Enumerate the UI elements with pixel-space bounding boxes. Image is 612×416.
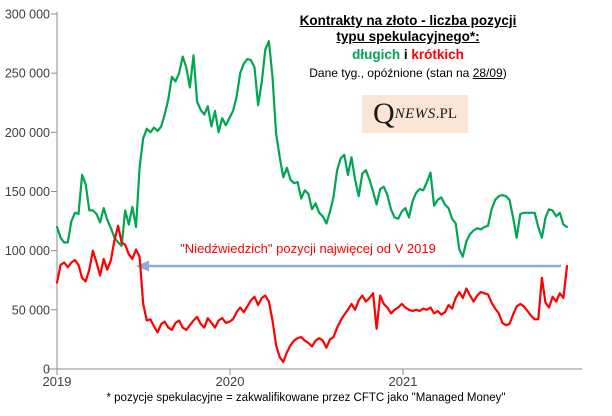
- qnews-logo: Q NEWS .PL: [362, 95, 468, 133]
- title-line-2: typu spekulacyjnego*:: [336, 29, 480, 45]
- series-short: [55, 224, 569, 363]
- annotation-arrow-head: [136, 260, 149, 272]
- x-tick-label: 2021: [389, 374, 418, 389]
- bearish-annotation: "Niedźwiedzich" pozycji najwięcej od V 2…: [180, 241, 436, 256]
- footnote: * pozycje spekulacyjne = zakwalifikowane…: [106, 392, 506, 404]
- x-tick-label: 2019: [43, 374, 72, 389]
- x-tick-label: 2020: [216, 374, 245, 389]
- y-tick-label: 200 000: [5, 126, 50, 140]
- y-tick-label: 300 000: [5, 8, 50, 22]
- series-long: [55, 40, 569, 258]
- y-tick-label: 50 000: [12, 303, 50, 317]
- title-line-1: Kontrakty na złoto - liczba pozycji: [299, 13, 517, 28]
- subtitle: Dane tyg., opóźnione (stan na 28/09): [309, 66, 507, 81]
- short-label: krótkich: [411, 46, 464, 62]
- y-tick-label: 100 000: [5, 244, 50, 258]
- logo-q: Q: [372, 97, 395, 130]
- logo-news: NEWS: [394, 105, 436, 122]
- label-separator: i: [400, 46, 412, 62]
- y-tick-label: 150 000: [5, 185, 50, 199]
- y-tick-label: 0: [43, 363, 50, 377]
- chart-title-block: Kontrakty na złoto - liczba pozycji typu…: [276, 13, 540, 81]
- logo-pl: .PL: [435, 105, 458, 122]
- y-tick-label: 250 000: [5, 67, 50, 81]
- data-date: 28/09: [472, 66, 503, 81]
- title-line-3: długich i krótkich: [276, 47, 540, 63]
- long-label: długich: [352, 46, 401, 62]
